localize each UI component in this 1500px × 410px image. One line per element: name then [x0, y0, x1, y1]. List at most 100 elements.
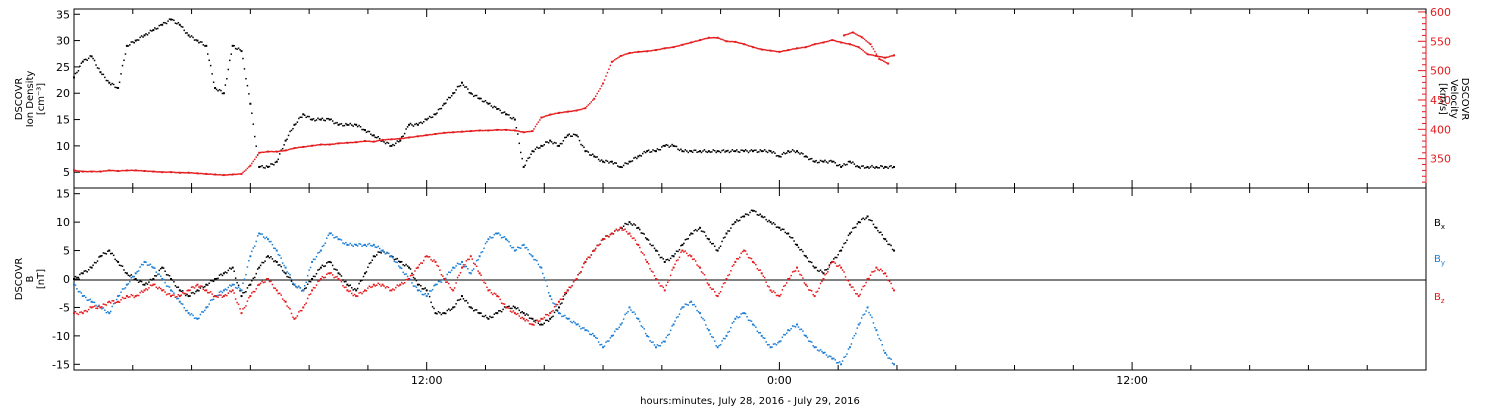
- by-point: [572, 320, 575, 323]
- velocity-point: [383, 139, 385, 141]
- velocity-point: [195, 172, 197, 175]
- density-point: [772, 151, 775, 153]
- by-point: [431, 288, 434, 291]
- bz-point: [691, 258, 694, 261]
- velocity-point: [292, 147, 294, 150]
- density-point: [630, 160, 632, 163]
- by-point: [610, 334, 613, 337]
- velocity-point: [477, 129, 479, 132]
- bx-point: [245, 290, 247, 293]
- by-point: [145, 261, 147, 263]
- bz-point: [183, 292, 185, 295]
- bz-point: [400, 281, 403, 284]
- bx-point: [828, 264, 831, 266]
- bx-point: [309, 280, 312, 283]
- bz-point: [543, 316, 546, 319]
- by-point: [108, 312, 111, 315]
- bx-point: [483, 315, 485, 318]
- bx-point: [774, 223, 776, 226]
- velocity-point: [622, 54, 625, 56]
- by-point: [663, 340, 666, 343]
- bx-point: [850, 231, 853, 233]
- bz-point: [831, 260, 834, 263]
- bx-point: [395, 258, 397, 260]
- velocity-point: [237, 173, 240, 175]
- by-point: [198, 317, 200, 320]
- by-point: [603, 345, 606, 347]
- bz-point: [550, 310, 553, 313]
- density-point: [833, 160, 835, 163]
- bz-point: [544, 313, 547, 316]
- bz-point: [880, 268, 882, 271]
- velocity-point: [137, 169, 140, 172]
- bz-point: [278, 292, 281, 295]
- bz-point: [639, 246, 641, 249]
- bz-point: [605, 235, 607, 237]
- by-point: [286, 271, 288, 273]
- velocity-point: [229, 173, 231, 176]
- by-point: [515, 249, 518, 251]
- by-point: [592, 332, 594, 335]
- bz-point: [270, 280, 272, 283]
- bz-point: [737, 258, 739, 260]
- bx-point: [816, 269, 819, 272]
- bx-point: [101, 254, 103, 257]
- by-point: [362, 244, 365, 246]
- bx-point: [125, 272, 128, 275]
- density-point: [489, 102, 491, 105]
- bx-point: [738, 219, 741, 222]
- bx-point: [802, 250, 804, 253]
- velocity-point: [860, 36, 863, 39]
- density-point: [581, 144, 584, 147]
- bx-point: [89, 266, 91, 268]
- legend-by: By: [1434, 254, 1445, 267]
- density-point: [314, 119, 316, 122]
- bz-point: [460, 266, 463, 269]
- bz-point: [603, 238, 606, 240]
- density-point: [502, 111, 504, 114]
- bz-point: [583, 262, 585, 265]
- velocity-ylabel-line3: [km/s]: [1437, 83, 1448, 115]
- velocity-point: [240, 172, 243, 175]
- velocity-point: [652, 49, 654, 52]
- density-point: [759, 149, 762, 151]
- by-point: [162, 278, 165, 281]
- by-point: [190, 313, 193, 315]
- velocity-point: [816, 42, 819, 45]
- density-point: [427, 117, 429, 120]
- bz-point: [784, 284, 787, 287]
- by-point: [400, 267, 403, 270]
- bx-point: [686, 238, 688, 240]
- density-point: [274, 161, 277, 164]
- bx-point: [226, 272, 228, 274]
- velocity-point: [428, 133, 431, 136]
- density-point: [421, 122, 424, 125]
- density-point: [217, 90, 219, 92]
- bz-point: [594, 247, 597, 250]
- by-point: [90, 300, 93, 303]
- by-point: [255, 240, 257, 243]
- velocity-point: [721, 38, 723, 41]
- by-point: [636, 317, 638, 319]
- velocity-point: [496, 128, 499, 131]
- density-point: [226, 78, 228, 80]
- velocity-point: [176, 171, 178, 174]
- bx-point: [869, 219, 872, 222]
- by-point: [284, 266, 287, 269]
- density-point: [277, 158, 280, 161]
- by-point: [637, 317, 640, 320]
- by-point: [80, 292, 83, 294]
- velocity-point: [115, 170, 118, 172]
- density-point: [841, 164, 844, 167]
- velocity-point: [791, 48, 794, 50]
- velocity-point: [557, 111, 560, 114]
- bz-point: [475, 265, 478, 268]
- by-point: [615, 328, 618, 330]
- velocity-point: [822, 41, 825, 44]
- bx-point: [478, 312, 481, 315]
- by-point: [627, 310, 629, 313]
- density-point: [696, 151, 698, 154]
- velocity-point: [524, 131, 526, 133]
- by-point: [768, 343, 770, 346]
- bz-point: [139, 291, 141, 294]
